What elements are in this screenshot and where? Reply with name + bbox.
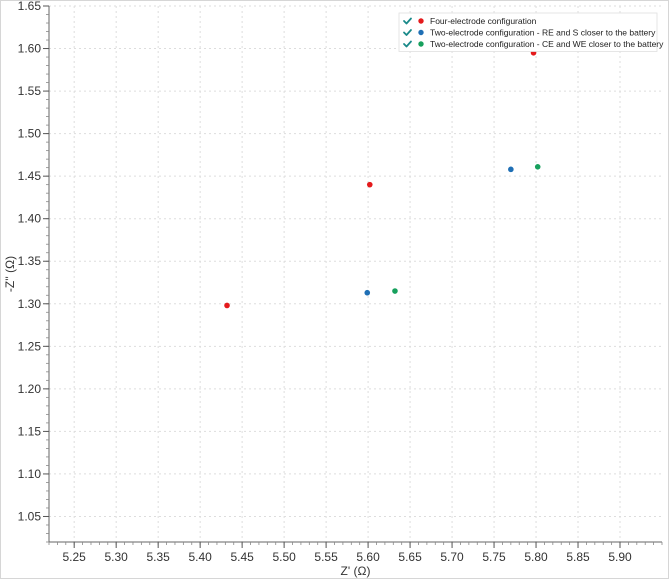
y-tick-label: 1.60 [18, 42, 42, 56]
y-tick-label: 1.15 [18, 424, 42, 438]
x-tick-label: 5.60 [356, 550, 380, 564]
x-tick-label: 5.40 [188, 550, 212, 564]
checkmark-icon[interactable] [403, 17, 412, 25]
x-tick-label: 5.90 [608, 550, 632, 564]
data-point-series-3 [534, 164, 541, 170]
legend: Four-electrode configuration Two-electrod… [398, 12, 664, 52]
legend-label: Two-electrode configuration - CE and WE … [430, 39, 664, 49]
y-tick-label: 1.55 [18, 84, 42, 98]
x-tick-label: 5.80 [524, 550, 548, 564]
x-tick-label: 5.65 [398, 550, 422, 564]
y-tick-label: 1.45 [18, 169, 42, 183]
y-tick-label: 1.25 [18, 339, 42, 353]
x-tick-label: 5.30 [104, 550, 128, 564]
y-tick-label: 1.20 [18, 382, 42, 396]
x-tick-label: 5.55 [314, 550, 338, 564]
y-tick-label: 1.50 [18, 127, 42, 141]
y-axis-title: -Z'' (Ω) [3, 256, 17, 292]
legend-label: Four-electrode configuration [430, 16, 537, 26]
x-axis-title: Z' (Ω) [341, 564, 371, 578]
x-ticks: 5.25 5.30 5.35 5.40 5.45 5.50 5.55 5.60 5.65 5.70… [48, 542, 663, 564]
axes [48, 6, 662, 543]
y-tick-label: 1.35 [18, 254, 42, 268]
legend-marker [418, 29, 424, 36]
x-tick-label: 5.35 [146, 550, 170, 564]
data-point-series-1 [224, 302, 230, 309]
y-tick-label: 1.05 [18, 509, 42, 523]
x-tick-label: 5.75 [482, 550, 506, 564]
legend-marker [418, 41, 424, 47]
grid [49, 5, 662, 542]
legend-box [398, 12, 658, 52]
legend-item[interactable]: Two-electrode configuration - RE and S c… [403, 28, 656, 38]
legend-item[interactable]: Four-electrode configuration [403, 16, 537, 26]
checkmark-icon[interactable] [403, 40, 412, 48]
legend-marker [418, 18, 424, 24]
checkmark-icon[interactable] [403, 29, 412, 36]
x-tick-label: 5.50 [272, 550, 296, 564]
y-ticks: 1.05 1.10 1.15 1.20 1.25 1.30 1.35 1.40 1.45 1.50… [18, 1, 49, 543]
data-points [224, 49, 541, 309]
y-tick-label: 1.65 [18, 1, 42, 13]
legend-label: Two-electrode configuration - RE and S c… [430, 28, 656, 38]
data-point-series-2 [508, 166, 514, 173]
x-tick-label: 5.70 [440, 550, 464, 564]
x-tick-label: 5.85 [566, 550, 590, 564]
y-tick-label: 1.40 [18, 212, 42, 226]
data-point-series-2 [364, 289, 371, 296]
x-tick-label: 5.25 [63, 550, 87, 564]
data-point-series-3 [392, 288, 398, 294]
data-point-series-1 [366, 181, 373, 188]
y-tick-label: 1.30 [18, 297, 42, 311]
legend-item[interactable]: Two-electrode configuration - CE and WE … [403, 39, 664, 49]
x-tick-label: 5.45 [230, 550, 254, 564]
y-tick-label: 1.10 [18, 467, 42, 481]
